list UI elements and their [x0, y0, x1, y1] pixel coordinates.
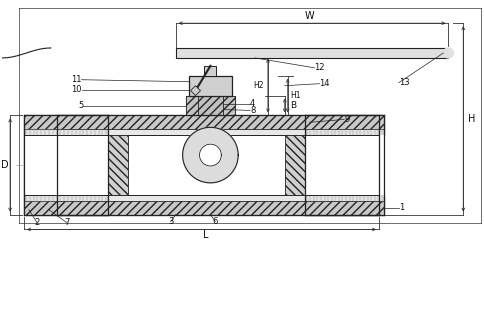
Bar	[24, 135, 463, 195]
Text: 11: 11	[71, 75, 81, 84]
Bar	[108, 135, 128, 195]
Bar	[197, 76, 223, 116]
Text: 3: 3	[168, 217, 173, 226]
Text: 6: 6	[212, 217, 218, 226]
Text: B: B	[289, 101, 296, 110]
Text: 4: 4	[250, 99, 256, 108]
Bar	[189, 76, 232, 96]
Circle shape	[443, 48, 454, 58]
Polygon shape	[182, 127, 238, 183]
Text: H: H	[468, 114, 475, 124]
Bar	[197, 76, 223, 116]
Text: 2: 2	[34, 218, 40, 227]
Bar	[204, 66, 216, 76]
Bar	[57, 115, 379, 214]
Text: 12: 12	[315, 63, 325, 72]
Polygon shape	[191, 86, 200, 96]
Bar	[304, 115, 384, 129]
Bar	[176, 48, 448, 58]
Bar	[24, 115, 108, 214]
Text: 13: 13	[399, 78, 409, 87]
Text: 8: 8	[250, 106, 256, 115]
Bar	[285, 135, 304, 195]
Text: 10: 10	[71, 85, 81, 94]
Text: 1: 1	[399, 203, 404, 212]
Text: W: W	[305, 11, 315, 21]
Text: 9: 9	[344, 115, 349, 124]
Bar	[186, 96, 235, 115]
Bar	[57, 115, 379, 129]
Text: 7: 7	[64, 218, 69, 227]
Bar	[304, 201, 384, 214]
Text: H1: H1	[290, 91, 301, 100]
Text: D: D	[1, 160, 9, 170]
Bar	[186, 96, 235, 115]
Polygon shape	[199, 144, 221, 166]
Bar	[24, 115, 108, 129]
Text: 5: 5	[78, 101, 84, 110]
Bar	[108, 201, 304, 214]
Bar	[57, 201, 379, 214]
Bar	[108, 115, 304, 129]
Bar	[108, 135, 304, 195]
Text: 14: 14	[319, 79, 330, 88]
Bar	[24, 201, 108, 214]
Bar	[108, 115, 304, 214]
Bar	[304, 115, 384, 214]
Text: H2: H2	[253, 81, 263, 90]
Text: L: L	[203, 230, 208, 240]
